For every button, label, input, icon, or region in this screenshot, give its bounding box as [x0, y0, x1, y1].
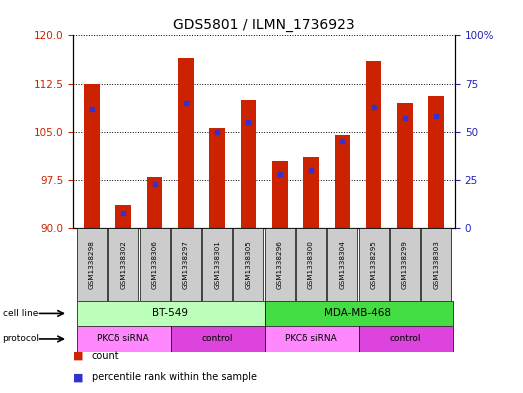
Bar	[359, 326, 452, 352]
Text: MDA-MB-468: MDA-MB-468	[324, 309, 392, 318]
Text: GSM1338300: GSM1338300	[308, 240, 314, 289]
Text: PKCδ siRNA: PKCδ siRNA	[285, 334, 337, 343]
Bar	[108, 228, 138, 301]
Bar	[209, 129, 225, 228]
Bar	[428, 96, 444, 228]
Bar	[327, 228, 357, 301]
Bar	[421, 228, 451, 301]
Text: GSM1338301: GSM1338301	[214, 240, 220, 289]
Bar	[397, 103, 413, 228]
Text: PKCδ siRNA: PKCδ siRNA	[97, 334, 149, 343]
Bar	[178, 58, 194, 228]
Text: ■: ■	[73, 351, 84, 361]
Text: GSM1338303: GSM1338303	[433, 240, 439, 289]
Text: ■: ■	[73, 372, 84, 382]
Bar	[335, 135, 350, 228]
Text: BT-549: BT-549	[152, 309, 188, 318]
Bar	[140, 228, 169, 301]
Text: protocol: protocol	[3, 334, 40, 343]
Bar	[390, 228, 420, 301]
Text: GSM1338304: GSM1338304	[339, 240, 345, 289]
Bar	[171, 326, 265, 352]
Text: GSM1338302: GSM1338302	[120, 240, 126, 289]
Bar	[359, 228, 389, 301]
Bar	[272, 160, 288, 228]
Bar	[77, 301, 265, 326]
Bar	[202, 228, 232, 301]
Bar	[303, 157, 319, 228]
Text: GSM1338306: GSM1338306	[152, 240, 157, 289]
Text: GSM1338298: GSM1338298	[89, 240, 95, 289]
Bar	[147, 176, 163, 228]
Title: GDS5801 / ILMN_1736923: GDS5801 / ILMN_1736923	[173, 18, 355, 31]
Text: GSM1338297: GSM1338297	[183, 240, 189, 289]
Text: GSM1338299: GSM1338299	[402, 240, 408, 289]
Bar	[265, 301, 452, 326]
Bar	[265, 228, 295, 301]
Text: control: control	[389, 334, 420, 343]
Bar	[84, 83, 100, 228]
Text: cell line: cell line	[3, 309, 38, 318]
Bar	[265, 326, 359, 352]
Bar	[77, 326, 171, 352]
Text: percentile rank within the sample: percentile rank within the sample	[92, 372, 256, 382]
Bar	[296, 228, 326, 301]
Text: count: count	[92, 351, 119, 361]
Bar	[233, 228, 264, 301]
Bar	[171, 228, 201, 301]
Bar	[241, 99, 256, 228]
Bar	[116, 206, 131, 228]
Text: GSM1338295: GSM1338295	[371, 240, 377, 289]
Text: GSM1338305: GSM1338305	[245, 240, 252, 289]
Bar	[77, 228, 107, 301]
Text: control: control	[201, 334, 233, 343]
Text: GSM1338296: GSM1338296	[277, 240, 283, 289]
Bar	[366, 61, 381, 228]
